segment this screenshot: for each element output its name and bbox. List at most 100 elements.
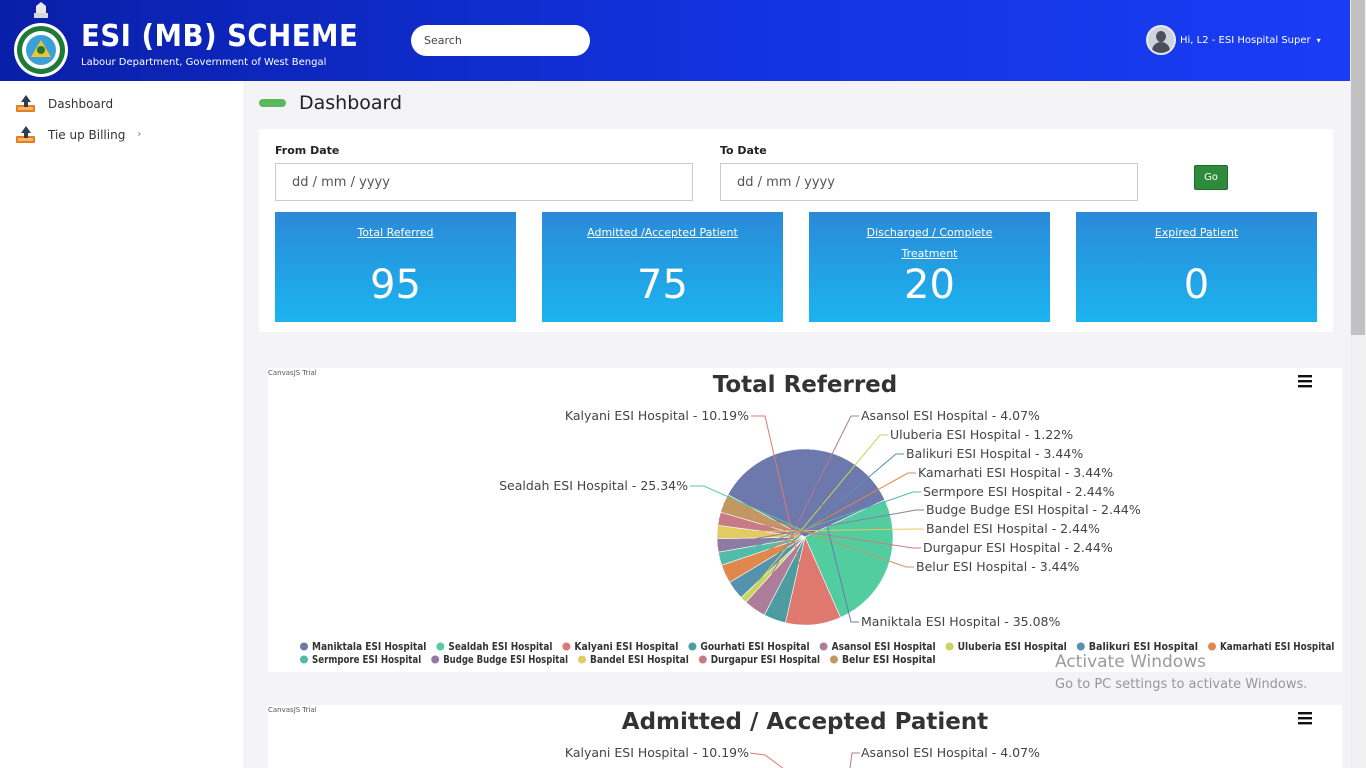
title-accent-pill	[259, 99, 286, 107]
chart-title: Admitted / Accepted Patient	[622, 709, 988, 735]
legend-item[interactable]: Budge Budge ESI Hospital	[431, 654, 568, 666]
slice-label: Asansol ESI Hospital - 4.07%	[861, 408, 1040, 423]
chart-legend[interactable]: Maniktala ESI Hospital Sealdah ESI Hospit…	[300, 641, 1334, 666]
upload-tray-icon	[16, 95, 35, 112]
west-bengal-emblem-logo	[14, 2, 68, 77]
chart-menu-icon[interactable]	[1298, 712, 1312, 725]
legend-marker	[1076, 642, 1085, 651]
sidebar-item-dashboard[interactable]: Dashboard	[16, 95, 113, 112]
stat-card-expired[interactable]: Expired Patient 0	[1076, 212, 1317, 322]
legend-item[interactable]: Sermpore ESI Hospital	[300, 654, 421, 666]
chart-total-referred: CanvasJS Trial Total Referred Kalyani ES…	[268, 368, 1342, 672]
page-scrollbar[interactable]	[1350, 0, 1366, 768]
pie-chart-admitted: CanvasJS Trial Admitted / Accepted Patie…	[268, 706, 1312, 768]
legend-marker	[431, 655, 440, 664]
legend-label: Asansol ESI Hospital	[832, 641, 936, 653]
slice-label: Bandel ESI Hospital - 2.44%	[926, 521, 1100, 536]
legend-label: Bandel ESI Hospital	[590, 654, 689, 666]
legend-label: Gourhati ESI Hospital	[700, 641, 809, 653]
legend-item[interactable]: Durgapur ESI Hospital	[698, 654, 820, 666]
legend-label: Kalyani ESI Hospital	[574, 641, 678, 653]
canvasjs-credit: CanvasJS Trial	[268, 369, 317, 377]
sidebar-item-label: Tie up Billing	[48, 127, 126, 142]
label-connector	[724, 472, 916, 575]
label-connector	[749, 752, 784, 768]
legend-item[interactable]: Maniktala ESI Hospital	[300, 641, 426, 653]
top-header: ESI (MB) SCHEME Labour Department, Gover…	[0, 0, 1350, 81]
from-date-input[interactable]: dd / mm / yyyy	[275, 163, 693, 201]
legend-marker	[819, 642, 828, 651]
user-menu[interactable]: Hi, L2 - ESI Hospital Super ▾	[1146, 25, 1321, 55]
legend-marker	[688, 642, 697, 651]
slice-label: Kamarhati ESI Hospital - 3.44%	[918, 465, 1113, 480]
caret-down-icon: ▾	[1316, 35, 1321, 45]
stat-value: 75	[637, 262, 688, 308]
legend-marker	[1208, 642, 1216, 651]
watermark-line-1: Activate Windows	[1055, 652, 1206, 672]
legend-item[interactable]: Balikuri ESI Hospital	[1076, 641, 1198, 653]
legend-label: Durgapur ESI Hospital	[711, 654, 820, 666]
activate-windows-watermark: Activate Windows Go to PC settings to ac…	[1055, 652, 1307, 692]
search-input[interactable]	[411, 25, 590, 56]
slice-label: Maniktala ESI Hospital - 35.08%	[861, 614, 1060, 629]
stat-label[interactable]: Total Referred	[357, 226, 434, 239]
avatar	[1146, 25, 1176, 55]
label-connector	[723, 502, 914, 568]
slice-label: Budge Budge ESI Hospital - 2.44%	[926, 502, 1141, 517]
legend-marker	[300, 642, 308, 651]
legend-item[interactable]: Kalyani ESI Hospital	[562, 641, 678, 653]
legend-label: Maniktala ESI Hospital	[312, 641, 426, 653]
user-greeting: Hi, L2 - ESI Hospital Super	[1180, 34, 1311, 46]
to-date-input[interactable]: dd / mm / yyyy	[720, 163, 1138, 201]
stat-card-total-referred[interactable]: Total Referred 95	[275, 212, 516, 322]
stat-value: 95	[370, 262, 421, 308]
legend-label: Budge Budge ESI Hospital	[443, 654, 568, 666]
legend-label: Kamarhati ESI Hospital	[1220, 641, 1334, 653]
page-title: Dashboard	[299, 92, 403, 114]
legend-item[interactable]: Asansol ESI Hospital	[819, 641, 936, 653]
canvasjs-credit: CanvasJS Trial	[268, 706, 317, 714]
legend-item[interactable]: Belur ESI Hospital	[830, 654, 936, 666]
legend-item[interactable]: Gourhati ESI Hospital	[688, 641, 810, 653]
app-subtitle: Labour Department, Government of West Be…	[81, 57, 327, 68]
app-title: ESI (MB) SCHEME	[81, 19, 359, 54]
from-date-placeholder: dd / mm / yyyy	[292, 174, 390, 190]
label-connector	[719, 491, 921, 560]
stat-value: 0	[1183, 262, 1210, 308]
pie-slices[interactable]	[716, 448, 894, 626]
stat-value: 20	[904, 262, 955, 308]
legend-marker	[945, 642, 954, 651]
label-connector	[751, 415, 814, 625]
scrollbar-thumb[interactable]	[1351, 0, 1365, 335]
slice-labels: Kalyani ESI Hospital - 10.19% Sealdah ESI…	[499, 408, 1141, 629]
stat-card-admitted[interactable]: Admitted /Accepted Patient 75	[542, 212, 783, 322]
pie-chart-total-referred: CanvasJS Trial Total Referred Kalyani ES…	[268, 369, 1334, 666]
slice-label: Kalyani ESI Hospital - 10.19%	[565, 745, 749, 760]
label-connector	[807, 448, 859, 623]
watermark-line-2: Go to PC settings to activate Windows.	[1055, 677, 1308, 692]
sidebar-item-tie-up-billing[interactable]: Tie up Billing ›	[16, 126, 141, 143]
chart-menu-icon[interactable]	[1298, 375, 1312, 388]
filter-card: From Date dd / mm / yyyy To Date dd / mm…	[259, 129, 1333, 332]
stat-label[interactable]: Discharged / Complete Treatment	[866, 226, 993, 260]
stat-label[interactable]: Expired Patient	[1154, 226, 1239, 239]
sidebar: Dashboard Tie up Billing ›	[0, 81, 243, 768]
chevron-right-icon: ›	[137, 129, 142, 140]
slice-label: Durgapur ESI Hospital - 2.44%	[923, 540, 1113, 555]
legend-item[interactable]: Uluberia ESI Hospital	[945, 641, 1067, 653]
slice-label: Sermpore ESI Hospital - 2.44%	[923, 484, 1115, 499]
label-connector	[690, 485, 888, 569]
label-connector	[717, 509, 924, 546]
legend-item[interactable]: Bandel ESI Hospital	[578, 654, 689, 666]
stat-card-discharged[interactable]: Discharged / Complete Treatment 20	[809, 212, 1050, 322]
legend-item[interactable]: Kamarhati ESI Hospital	[1208, 641, 1334, 653]
legend-item[interactable]: Sealdah ESI Hospital	[436, 641, 552, 653]
legend-label: Balikuri ESI Hospital	[1089, 641, 1198, 653]
legend-marker	[436, 642, 445, 651]
sidebar-item-label: Dashboard	[48, 96, 114, 111]
stat-label[interactable]: Admitted /Accepted Patient	[587, 226, 738, 239]
slice-label: Balikuri ESI Hospital - 3.44%	[906, 446, 1083, 461]
go-button[interactable]: Go	[1194, 165, 1228, 190]
label-connector	[849, 752, 860, 768]
page-header: Dashboard	[259, 92, 402, 114]
